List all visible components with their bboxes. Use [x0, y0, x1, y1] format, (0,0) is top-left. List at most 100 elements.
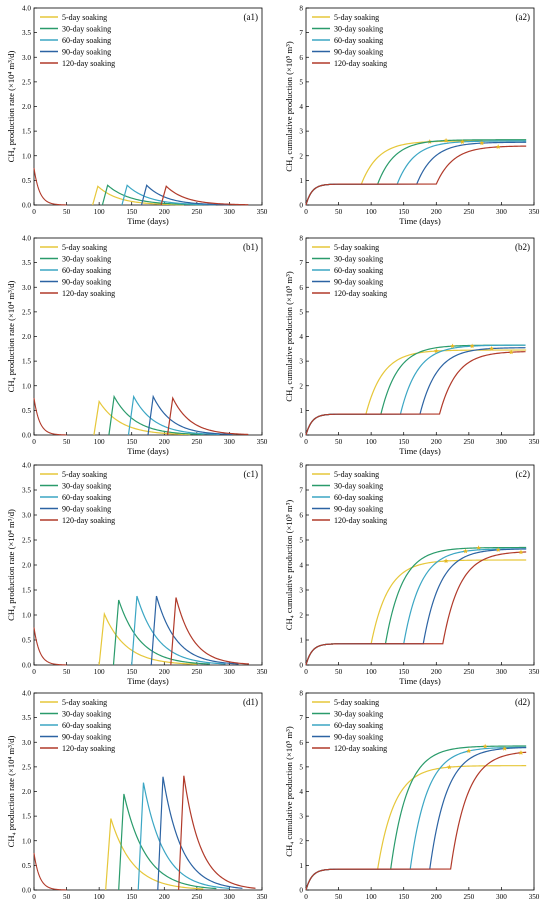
y-tick-label: 6 — [299, 54, 303, 62]
legend-label: 5-day soaking — [334, 698, 379, 707]
x-tick-label: 0 — [304, 208, 308, 216]
y-tick-label: 3 — [299, 587, 303, 595]
x-tick-label: 0 — [32, 668, 36, 676]
star-marker — [489, 345, 495, 351]
x-tick-label: 100 — [94, 438, 105, 446]
y-tick-label: 2 — [299, 837, 303, 845]
series-line — [140, 184, 229, 206]
x-tick-label: 0 — [304, 668, 308, 676]
y-tick-label: 1 — [299, 177, 303, 185]
x-tick-label: 100 — [94, 668, 105, 676]
x-tick-label: 150 — [126, 893, 137, 900]
y-tick-label: 3 — [299, 813, 303, 821]
x-tick-label: 50 — [63, 893, 71, 900]
x-axis-title: Time (days) — [127, 216, 169, 226]
y-tick-label: 4.0 — [22, 462, 31, 470]
legend-label: 60-day soaking — [334, 266, 383, 275]
x-tick-label: 0 — [32, 893, 36, 900]
x-axis-title: Time (days) — [399, 216, 441, 226]
y-tick-label: 1.5 — [22, 813, 31, 821]
x-tick-label: 300 — [496, 893, 507, 900]
x-tick-label: 350 — [529, 208, 540, 216]
star-marker — [476, 545, 482, 550]
x-axis-title: Time (days) — [399, 676, 441, 686]
y-tick-label: 0 — [299, 662, 303, 670]
y-tick-label: 4.0 — [22, 235, 31, 243]
x-tick-label: 150 — [126, 668, 137, 676]
legend-label: 120-day soaking — [334, 744, 387, 753]
star-marker — [450, 343, 456, 349]
y-tick-label: 8 — [299, 235, 303, 243]
x-tick-label: 50 — [63, 438, 71, 446]
y-tick-label: 7 — [299, 714, 303, 722]
legend-label: 30-day soaking — [334, 25, 383, 34]
y-tick-label: 3.5 — [22, 29, 31, 37]
series-line — [305, 551, 527, 666]
initial-production-line — [33, 397, 67, 436]
y-axis-title: CH₄ cumulative production (×10⁵ m³) — [284, 500, 294, 631]
series-line — [305, 141, 527, 206]
series-line — [98, 611, 197, 666]
y-tick-label: 2.5 — [22, 308, 31, 316]
series-line — [305, 559, 527, 666]
y-tick-label: 3.5 — [22, 487, 31, 495]
y-tick-label: 3.0 — [22, 739, 31, 747]
y-tick-label: 3.5 — [22, 714, 31, 722]
legend-label: 120-day soaking — [334, 59, 387, 68]
star-marker — [518, 750, 524, 755]
y-tick-label: 3.5 — [22, 259, 31, 267]
y-tick-label: 5 — [299, 308, 303, 316]
y-tick-label: 8 — [299, 690, 303, 698]
legend-label: 5-day soaking — [62, 470, 107, 479]
x-tick-label: 250 — [191, 668, 202, 676]
legend-label: 5-day soaking — [334, 13, 379, 22]
y-tick-label: 0.5 — [22, 407, 31, 415]
legend-label: 120-day soaking — [62, 59, 115, 68]
star-marker — [459, 139, 465, 144]
y-tick-label: 6 — [299, 512, 303, 520]
series-line — [305, 139, 527, 206]
y-tick-label: 1.5 — [22, 587, 31, 595]
x-tick-label: 0 — [304, 893, 308, 900]
x-tick-label: 200 — [431, 668, 442, 676]
x-tick-label: 100 — [366, 208, 377, 216]
star-marker — [482, 743, 488, 749]
x-tick-label: 350 — [257, 893, 268, 900]
series-line — [305, 745, 527, 891]
initial-production-line — [33, 627, 67, 666]
x-tick-label: 350 — [257, 438, 268, 446]
y-tick-label: 2 — [299, 382, 303, 390]
series-line — [305, 344, 526, 436]
legend-label: 30-day soaking — [62, 482, 111, 491]
x-tick-label: 250 — [463, 668, 474, 676]
y-tick-label: 0.5 — [22, 862, 31, 870]
legend-label: 60-day soaking — [62, 266, 111, 275]
x-tick-label: 50 — [63, 668, 71, 676]
legend-label: 120-day soaking — [334, 289, 387, 298]
x-tick-label: 350 — [529, 893, 540, 900]
y-tick-label: 0 — [299, 887, 303, 895]
y-tick-label: 4.0 — [22, 690, 31, 698]
star-marker — [508, 349, 514, 355]
y-tick-label: 1.0 — [22, 382, 31, 390]
series-line — [93, 399, 191, 436]
chart-panel: 0 50 100 150 200 250 300 350 0.0 0.5 1.0 1.5 2.0 2.5 3… — [6, 690, 268, 900]
legend-label: 30-day soaking — [334, 710, 383, 719]
y-tick-label: 5 — [299, 537, 303, 545]
x-tick-label: 300 — [496, 438, 507, 446]
initial-production-line — [33, 852, 67, 891]
x-tick-label: 300 — [496, 208, 507, 216]
legend-label: 30-day soaking — [62, 710, 111, 719]
star-marker — [479, 140, 485, 146]
x-tick-label: 250 — [191, 893, 202, 900]
panel-label: (c2) — [516, 469, 531, 479]
series-line — [305, 140, 527, 206]
x-tick-label: 0 — [32, 438, 36, 446]
chart-panel: 0 50 100 150 200 250 300 350 0 1 2 3 4 5 6 7 8 Time (days… — [284, 5, 540, 227]
y-tick-label: 7 — [299, 487, 303, 495]
series-line — [105, 818, 204, 891]
series-line — [92, 185, 184, 206]
y-tick-label: 4 — [299, 562, 303, 570]
y-tick-label: 0 — [299, 432, 303, 440]
legend-label: 5-day soaking — [334, 243, 379, 252]
